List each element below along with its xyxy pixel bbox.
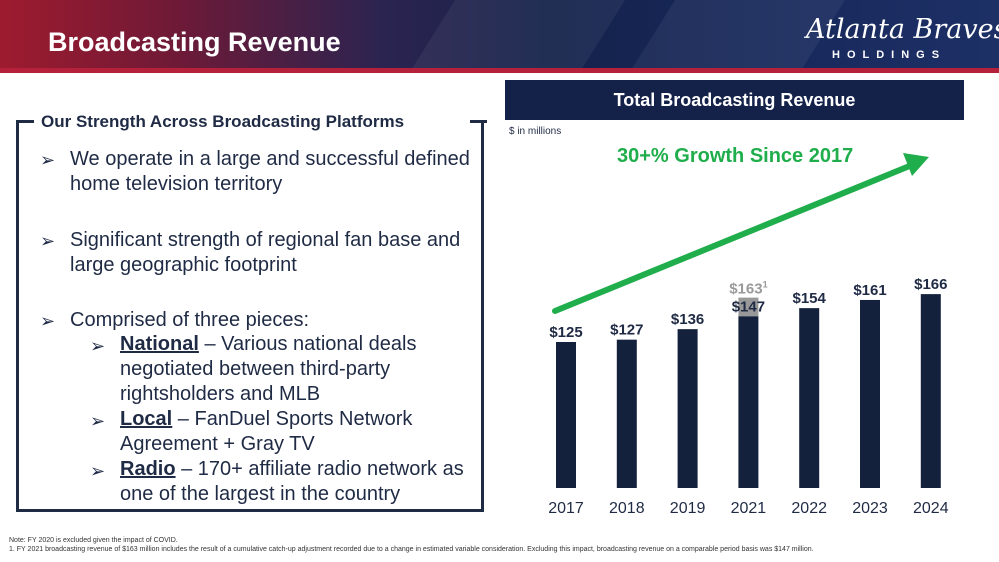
bullet-arrow-icon: ➢ xyxy=(40,231,56,251)
sub-bullet-arrow-icon: ➢ xyxy=(90,336,106,356)
x-tick-label-2023: 2023 xyxy=(852,500,888,517)
value-label-2024: $166 xyxy=(914,276,947,293)
bar-adjustment-2021 xyxy=(738,297,759,317)
logo-wordmark: Atlanta Braves xyxy=(806,14,999,45)
bar-2023 xyxy=(860,299,880,488)
footnote-1: 1. FY 2021 broadcasting revenue of $163 … xyxy=(9,546,814,553)
x-tick-label-2022: 2022 xyxy=(791,500,827,517)
chart-units: $ in millions xyxy=(509,126,562,137)
adjustment-label: $1631 xyxy=(729,280,767,298)
bullet-item: Significant strength of regional fan bas… xyxy=(70,229,461,276)
bar-2018 xyxy=(616,339,637,488)
x-tick-label-2017: 2017 xyxy=(548,500,584,517)
bullet-item: We operate in a large and successful def… xyxy=(70,148,470,195)
chart-title: Total Broadcasting Revenue xyxy=(505,80,964,120)
bar-2019 xyxy=(677,329,698,488)
panel-title: Our Strength Across Broadcasting Platfor… xyxy=(41,112,405,131)
value-label-2019: $136 xyxy=(671,311,704,328)
growth-arrow-icon xyxy=(903,153,929,176)
value-label-2021: $147 xyxy=(732,298,765,315)
value-label-2022: $154 xyxy=(793,290,827,307)
bullet-item: Comprised of three pieces: xyxy=(70,309,310,331)
sub-item-local: Local – FanDuel Sports Network Agreement… xyxy=(120,408,413,455)
value-label-2018: $127 xyxy=(610,322,643,339)
bar-2021 xyxy=(738,316,759,488)
sub-bullet-arrow-icon: ➢ xyxy=(90,461,106,481)
bullet-arrow-icon: ➢ xyxy=(40,311,56,331)
value-label-2017: $125 xyxy=(549,324,582,341)
footnote-note: Note: FY 2020 is excluded given the impa… xyxy=(9,537,178,544)
bar-2017 xyxy=(556,342,576,488)
page-title: Broadcasting Revenue xyxy=(48,27,341,57)
strengths-panel xyxy=(16,120,484,512)
panel-border-left xyxy=(16,120,34,123)
bar-2024 xyxy=(920,294,941,488)
sub-bullet-arrow-icon: ➢ xyxy=(90,411,106,431)
panel-border-right xyxy=(470,120,487,123)
value-label-2023: $161 xyxy=(853,282,886,299)
x-tick-label-2018: 2018 xyxy=(609,500,645,517)
sub-item-radio: Radio – 170+ affiliate radio network as … xyxy=(120,458,464,505)
logo-subtitle: HOLDINGS xyxy=(832,49,947,61)
header-banner xyxy=(0,0,999,72)
sub-item-national: National – Various national deals negoti… xyxy=(120,333,417,405)
header-divider xyxy=(0,68,999,73)
growth-arrow-shaft xyxy=(552,162,915,314)
x-tick-label-2024: 2024 xyxy=(913,500,949,517)
bar-2022 xyxy=(799,308,820,488)
growth-annotation: 30+% Growth Since 2017 xyxy=(617,145,854,167)
x-tick-label-2019: 2019 xyxy=(670,500,706,517)
bullet-arrow-icon: ➢ xyxy=(40,150,56,170)
x-tick-label-2021: 2021 xyxy=(731,500,767,517)
